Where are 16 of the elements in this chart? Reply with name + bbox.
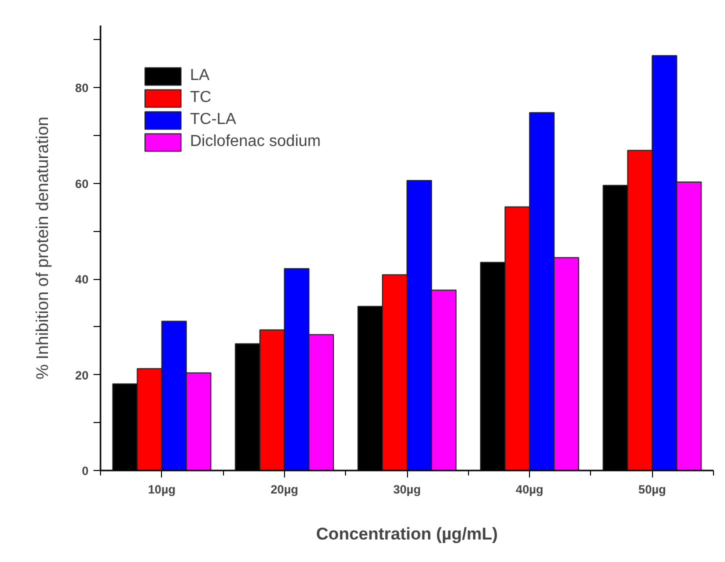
legend-label: TC <box>190 88 212 108</box>
y-tick-label: 40 <box>75 272 89 287</box>
y-tick-label: 0 <box>82 464 89 478</box>
x-tick-label: 20µg <box>270 482 298 496</box>
x-tick-label: 10µg <box>148 482 176 496</box>
y-tick-label: 60 <box>75 176 89 191</box>
legend-label: Diclofenac sodium <box>190 132 321 152</box>
legend-label: TC-LA <box>190 110 236 130</box>
x-axis-title: Concentration (µg/mL) <box>316 524 498 544</box>
legend-label: LA <box>190 66 210 86</box>
y-axis-title: % Inhibition of protein denaturation <box>33 116 52 380</box>
y-tick-label: 20 <box>75 368 89 382</box>
x-tick-label: 50µg <box>638 482 666 496</box>
x-tick-label: 30µg <box>393 482 421 496</box>
x-tick-label: 40µg <box>516 482 544 496</box>
y-tick-label: 80 <box>75 81 89 96</box>
